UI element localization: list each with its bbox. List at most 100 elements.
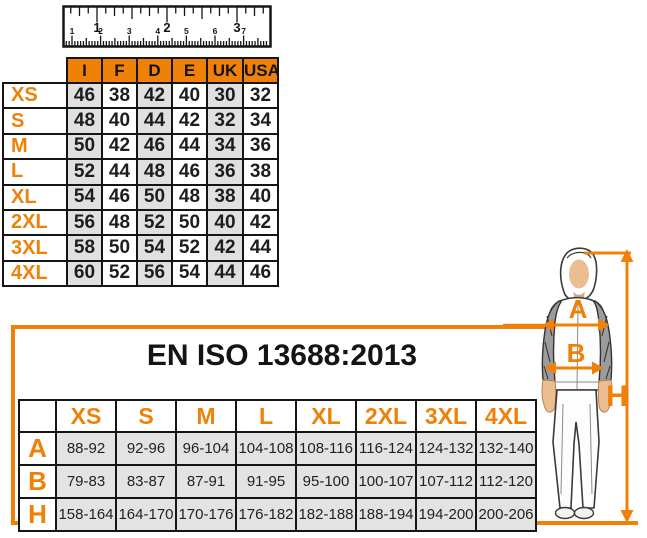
- size-label: M: [2, 132, 68, 161]
- figure-right-foot: [573, 506, 595, 520]
- chest-arrowhead-left: [542, 318, 554, 332]
- waist-arrowhead-right: [592, 361, 604, 375]
- size-value: 42: [206, 234, 244, 262]
- iso-range-value: 107-112: [415, 464, 477, 499]
- iso-range-value: 88-92: [55, 431, 117, 466]
- ruler-cm-label: 2: [98, 26, 103, 36]
- size-value: 42: [136, 81, 173, 110]
- size-label: L: [2, 158, 68, 186]
- size-value: 30: [206, 81, 244, 110]
- size-value: 44: [136, 107, 173, 135]
- size-value: 40: [101, 107, 138, 135]
- size-value: 44: [206, 259, 244, 288]
- ruler-inch-label: 1: [93, 20, 100, 35]
- ruler-cm-label: 4: [155, 26, 160, 36]
- size-value: 48: [136, 158, 173, 186]
- measurement-arrows: A B H: [503, 249, 634, 523]
- height-arrowhead-top: [620, 249, 634, 262]
- size-value: 34: [206, 132, 244, 161]
- intl-col-header: UK: [206, 57, 244, 84]
- ruler-graphic: 1 2 31 2 3 4 5 6 7: [62, 5, 272, 48]
- iso-range-value: 200-206: [475, 497, 537, 532]
- size-value: 48: [171, 183, 208, 211]
- ruler-inch-label: 3: [233, 20, 240, 35]
- intl-col-header: E: [171, 57, 208, 84]
- iso-range-value: 95-100: [295, 464, 357, 499]
- size-value: 60: [66, 259, 103, 288]
- iso-range-value: 92-96: [115, 431, 177, 466]
- size-label: XS: [2, 81, 68, 110]
- intl-corner-cell: [3, 58, 67, 83]
- iso-col-header: 4XL: [475, 399, 537, 433]
- size-value: 54: [171, 259, 208, 288]
- iso-measure-row: A 88-92 92-96 96-104 104-108 108-116 116-124 12…: [18, 431, 537, 466]
- iso-range-value: 96-104: [175, 431, 237, 466]
- size-value: 32: [242, 81, 279, 110]
- iso-range-value: 182-188: [295, 497, 357, 532]
- iso-row-label: H: [18, 497, 57, 532]
- iso-measurement-table: XS S M L XL 2XL 3XL 4XL A 88-92 92-96 96-104 104-10…: [18, 399, 537, 532]
- intl-col-header: I: [66, 57, 103, 84]
- iso-row-label: B: [18, 464, 57, 499]
- ruler-cm-label: 6: [213, 26, 218, 36]
- ruler-cm-label: 3: [127, 26, 132, 36]
- iso-range-value: 83-87: [115, 464, 177, 499]
- size-value: 38: [101, 81, 138, 110]
- size-value: 58: [66, 234, 103, 262]
- size-value: 44: [171, 132, 208, 161]
- size-label: 2XL: [2, 208, 68, 237]
- iso-range-value: 124-132: [415, 431, 477, 466]
- intl-col-header: F: [101, 57, 138, 84]
- iso-corner-cell: [18, 399, 57, 433]
- size-value: 48: [101, 208, 138, 237]
- size-value: 38: [242, 158, 279, 186]
- size-value: 54: [136, 234, 173, 262]
- iso-range-value: 87-91: [175, 464, 237, 499]
- iso-col-header: XL: [295, 399, 357, 433]
- size-value: 38: [206, 183, 244, 211]
- size-value: 32: [206, 107, 244, 135]
- iso-header-row: XS S M L XL 2XL 3XL 4XL: [18, 399, 537, 433]
- iso-col-header: 3XL: [415, 399, 477, 433]
- intl-size-row: XL 54 46 50 48 38 40: [2, 183, 279, 211]
- size-value: 56: [66, 208, 103, 237]
- size-value: 52: [66, 158, 103, 186]
- size-value: 40: [171, 81, 208, 110]
- size-value: 42: [101, 132, 138, 161]
- intl-size-row: 3XL 58 50 54 52 42 44: [2, 234, 279, 262]
- size-value: 40: [206, 208, 244, 237]
- international-size-table: I F D E UK USA XS 46 38 42 40 30 32 S 48 40 44 42 32 34 M 50…: [2, 57, 279, 288]
- size-value: 40: [242, 183, 279, 211]
- pant-crease-lines: [560, 403, 593, 495]
- figure-legs: [552, 389, 600, 509]
- iso-range-value: 194-200: [415, 497, 477, 532]
- iso-range-value: 132-140: [475, 431, 537, 466]
- size-label: 3XL: [2, 234, 68, 262]
- figure-left-foot: [554, 506, 576, 520]
- iso-range-value: 79-83: [55, 464, 117, 499]
- intl-size-row: S 48 40 44 42 32 34: [2, 107, 279, 135]
- ruler-cm-label: 7: [241, 26, 246, 36]
- size-value: 54: [66, 183, 103, 211]
- size-value: 42: [242, 208, 279, 237]
- height-measure-label: H: [606, 380, 628, 413]
- size-value: 52: [136, 208, 173, 237]
- ruler-inch-label: 2: [163, 20, 170, 35]
- size-label: XL: [2, 183, 68, 211]
- iso-range-value: 91-95: [235, 464, 297, 499]
- intl-col-header: USA: [242, 57, 279, 84]
- size-value: 36: [242, 132, 279, 161]
- iso-measure-row: B 79-83 83-87 87-91 91-95 95-100 100-107 107-11…: [18, 464, 537, 499]
- size-value: 48: [66, 107, 103, 135]
- size-value: 46: [66, 81, 103, 110]
- iso-col-header: S: [115, 399, 177, 433]
- intl-size-row: L 52 44 48 46 36 38: [2, 158, 279, 186]
- size-value: 36: [206, 158, 244, 186]
- size-label: S: [2, 107, 68, 135]
- intl-size-row: 2XL 56 48 52 50 40 42: [2, 208, 279, 237]
- iso-range-value: 188-194: [355, 497, 417, 532]
- iso-col-header: M: [175, 399, 237, 433]
- iso-range-value: 100-107: [355, 464, 417, 499]
- intl-size-row: 4XL 60 52 56 54 44 46: [2, 259, 279, 288]
